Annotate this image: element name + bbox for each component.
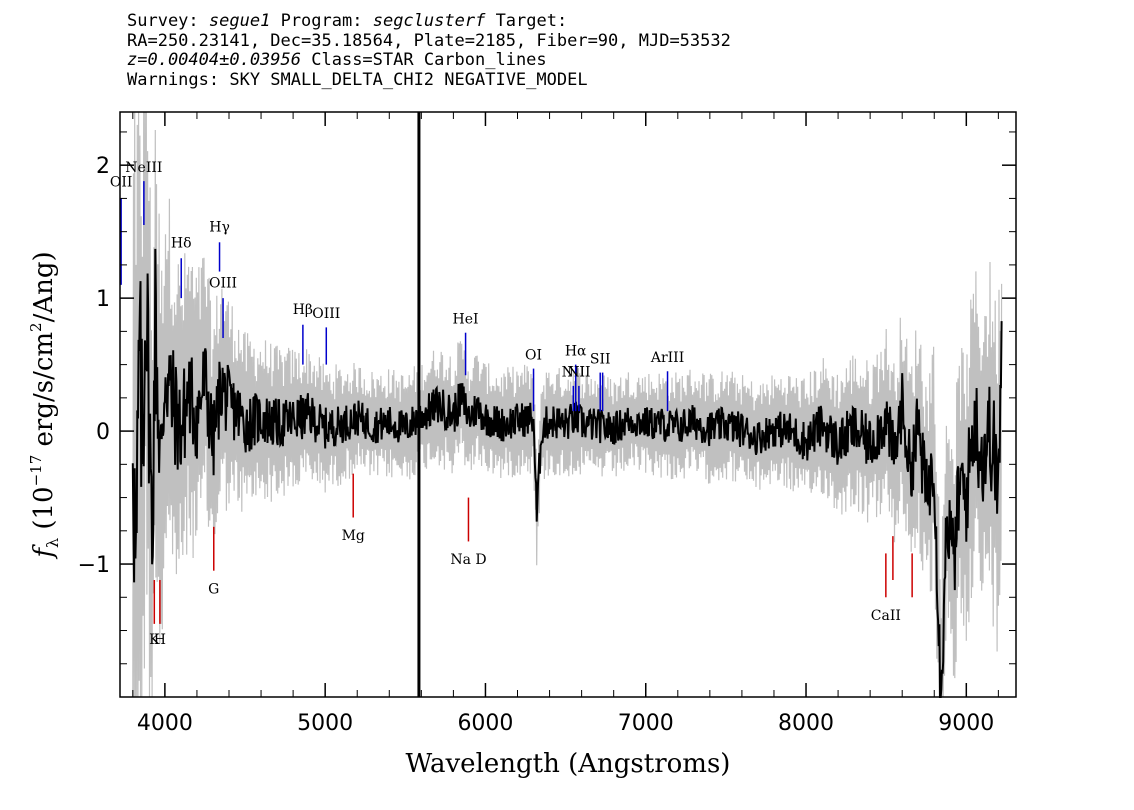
spectral-line-label: ArIII <box>650 350 684 366</box>
spectral-line-label: H <box>154 632 166 648</box>
y-axis-c: /Ang) <box>29 251 59 322</box>
spectral-line-label: Hδ <box>171 236 192 252</box>
spectral-line-label: CaII <box>871 608 901 624</box>
spectral-line-label: NII <box>567 365 590 381</box>
y-tick-label: 1 <box>96 287 110 312</box>
spectral-line-label: OIII <box>312 306 340 322</box>
y-axis-a: (10 <box>29 486 59 538</box>
program-key: Program: <box>280 11 363 31</box>
plot-frame <box>119 111 1017 698</box>
spectral-line-label: Hγ <box>209 220 230 236</box>
plot-header: Survey: segue1 Program: segclusterf Targ… <box>127 11 731 90</box>
ticks-layer: 4000 5000 6000 7000 8000 9000 −1 0 1 2 <box>78 112 1016 736</box>
header-line-class: z=0.00404±0.03956 Class=STAR Carbon_line… <box>127 50 731 71</box>
y-axis-sub: λ <box>43 538 62 548</box>
header-line-coords: RA=250.23141, Dec=35.18564, Plate=2185, … <box>127 30 731 51</box>
header-line-survey: Survey: segue1 Program: segclusterf Targ… <box>127 11 731 32</box>
spectral-line-label: Hα <box>565 343 587 359</box>
x-axis-title: Wavelength (Angstroms) <box>406 749 731 779</box>
x-tick-label: 6000 <box>457 711 513 736</box>
target-key: Target: <box>495 11 568 31</box>
redshift-value: z=0.00404±0.03956 <box>127 50 301 70</box>
spectral-line-label: HeI <box>453 311 479 327</box>
y-tick-label: −1 <box>78 553 110 578</box>
spectral-line-label: OI <box>525 347 542 363</box>
x-tick-label: 4000 <box>137 711 193 736</box>
spectral-line-label: Na D <box>450 552 486 568</box>
program-value: segclusterf <box>372 11 486 31</box>
survey-value: segue1 <box>208 11 271 31</box>
spectral-line-label: OII <box>110 174 133 190</box>
spectral-line-label: OIII <box>209 276 237 292</box>
survey-key: Survey: <box>127 11 199 31</box>
y-axis-b: erg/s/cm <box>29 332 59 455</box>
x-tick-label: 5000 <box>297 711 353 736</box>
spectral-line-label: Hβ <box>293 302 313 318</box>
spectral-line-label: NeIII <box>125 160 162 176</box>
y-tick-label: 0 <box>96 420 110 445</box>
spectral-line-label: NII <box>562 365 585 381</box>
x-tick-label: 9000 <box>938 711 994 736</box>
flux-series <box>131 248 1003 698</box>
spectral-line-label: K <box>149 632 160 648</box>
y-axis-exp2: 2 <box>27 322 45 332</box>
y-axis-exp: −17 <box>27 455 45 487</box>
x-tick-label: 7000 <box>618 711 674 736</box>
spectral-line-label: SII <box>590 351 611 367</box>
class-value: Class=STAR Carbon_lines <box>311 50 547 70</box>
spectral-line-label: G <box>208 581 219 597</box>
y-axis-title: fλ (10−17 erg/s/cm2/Ang) <box>27 251 62 559</box>
flux-layer <box>131 248 1003 698</box>
spectral-line-label: Mg <box>342 528 365 544</box>
x-tick-label: 8000 <box>778 711 834 736</box>
y-tick-label: 2 <box>96 154 110 179</box>
header-line-warnings: Warnings: SKY SMALL_DELTA_CHI2 NEGATIVE_… <box>127 69 588 90</box>
